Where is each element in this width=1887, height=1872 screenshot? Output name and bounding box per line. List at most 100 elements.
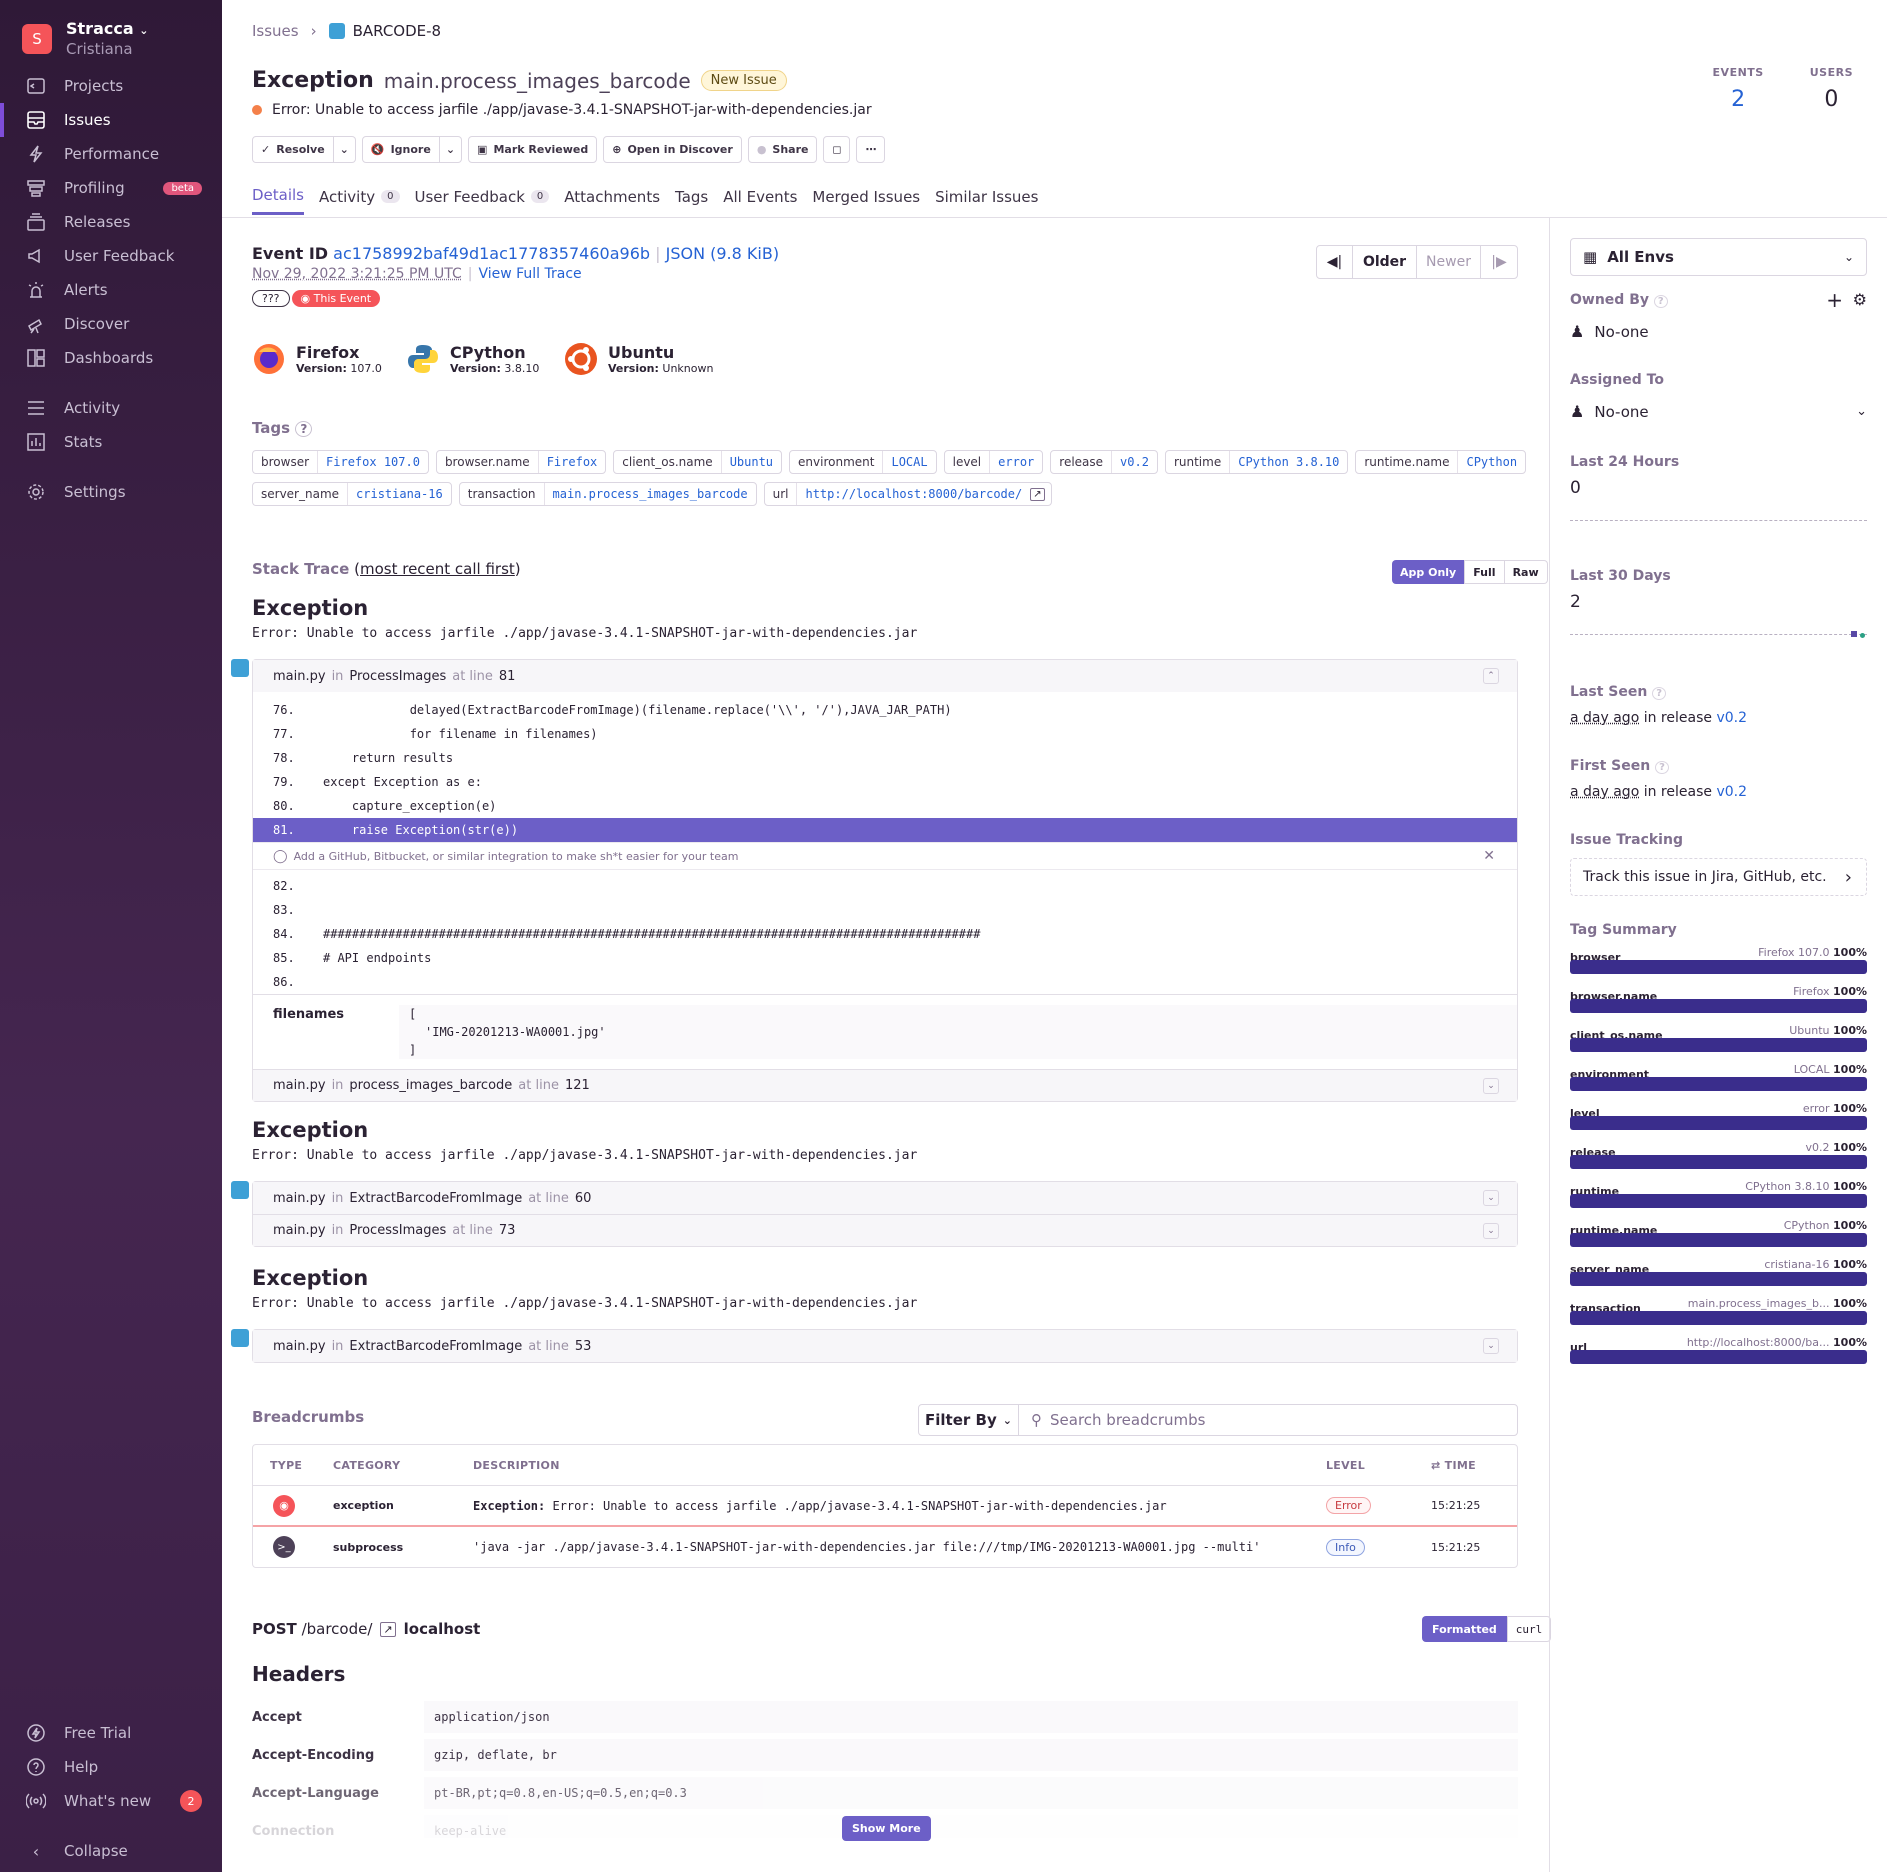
help-icon[interactable]: ? xyxy=(1653,295,1668,308)
share-button[interactable]: ● Share xyxy=(747,136,818,163)
tag-pill[interactable]: client_os.name Ubuntu xyxy=(613,450,783,474)
sidebar-item-alerts[interactable]: Alerts xyxy=(0,273,222,307)
tag-pill[interactable]: server_name cristiana-16 xyxy=(252,482,452,506)
show-more-button[interactable]: Show More xyxy=(842,1816,931,1841)
sidebar-item-issues[interactable]: Issues xyxy=(0,103,222,137)
tag-summary-row[interactable]: browser Firefox 107.0 100% xyxy=(1570,946,1867,980)
close-icon[interactable]: ✕ xyxy=(1483,848,1495,864)
subscribe-button[interactable]: ◻ xyxy=(823,136,851,163)
external-link-icon[interactable]: ↗ xyxy=(380,1621,396,1637)
tag-summary-row[interactable]: runtime CPython 3.8.10 100% xyxy=(1570,1180,1867,1214)
open-discover-button[interactable]: ⊕ Open in Discover xyxy=(603,136,742,163)
stacktrace-subtitle[interactable]: most recent call first xyxy=(359,560,515,578)
tag-pill[interactable]: runtime.name CPython xyxy=(1355,450,1527,474)
breadcrumb-issues[interactable]: Issues xyxy=(252,22,299,40)
sidebar-item-projects[interactable]: Projects xyxy=(0,69,222,103)
tag-value[interactable]: error xyxy=(998,455,1035,469)
ignore-button[interactable]: 🔇 Ignore xyxy=(361,136,440,163)
external-link-icon[interactable]: ↗ xyxy=(1030,487,1045,501)
json-link[interactable]: JSON (9.8 KiB) xyxy=(665,244,780,263)
assignee-selector[interactable]: ♟ No-one ⌄ xyxy=(1570,402,1867,421)
frame-header[interactable]: main.py in ExtractBarcodeFromImage at line 5… xyxy=(253,1330,1517,1362)
tag-value[interactable]: LOCAL xyxy=(891,455,928,469)
tag-summary-row[interactable]: environment LOCAL 100% xyxy=(1570,1063,1867,1097)
tag-value[interactable]: http://localhost:8000/barcode/ xyxy=(805,487,1023,501)
tag-summary-row[interactable]: client_os.name Ubuntu 100% xyxy=(1570,1024,1867,1058)
tag-pill[interactable]: release v0.2 xyxy=(1050,450,1158,474)
sidebar-item-settings[interactable]: Settings xyxy=(0,475,222,509)
gear-icon[interactable]: ⚙ xyxy=(1852,290,1867,309)
environment-selector[interactable]: ▦ All Envs ⌄ xyxy=(1570,238,1867,276)
filter-by-dropdown[interactable]: Filter By ⌄ xyxy=(919,1405,1019,1435)
tab-user-feedback[interactable]: User Feedback 0 xyxy=(415,186,550,215)
help-icon[interactable]: ? xyxy=(295,421,313,437)
events-count[interactable]: 2 xyxy=(1731,87,1746,112)
newest-button[interactable]: |▶ xyxy=(1481,246,1517,278)
tab-merged-issues[interactable]: Merged Issues xyxy=(812,186,920,215)
help-icon[interactable]: ? xyxy=(1655,761,1669,774)
sidebar-item-dashboards[interactable]: Dashboards xyxy=(0,341,222,375)
tag-summary-row[interactable]: runtime.name CPython 100% xyxy=(1570,1219,1867,1253)
oldest-button[interactable]: ◀| xyxy=(1317,246,1353,278)
tab-all-events[interactable]: All Events xyxy=(723,186,797,215)
tag-pill[interactable]: environment LOCAL xyxy=(789,450,937,474)
tag-summary-row[interactable]: browser.name Firefox 100% xyxy=(1570,985,1867,1019)
tag-summary-row[interactable]: release v0.2 100% xyxy=(1570,1141,1867,1175)
chevron-down-icon[interactable]: ⌄ xyxy=(1483,1190,1499,1206)
tag-pill[interactable]: transaction main.process_images_barcode xyxy=(458,482,757,506)
tag-summary-row[interactable]: transaction main.process_images_b... 100% xyxy=(1570,1297,1867,1331)
tab-tags[interactable]: Tags xyxy=(675,186,708,215)
tab-attachments[interactable]: Attachments xyxy=(564,186,660,215)
org-switcher[interactable]: S Stracca ⌄ Cristiana xyxy=(22,20,148,58)
sidebar-item-free-trial[interactable]: Free Trial xyxy=(0,1716,222,1750)
tag-summary-row[interactable]: server_name cristiana-16 100% xyxy=(1570,1258,1867,1292)
mark-reviewed-button[interactable]: ▣ Mark Reviewed xyxy=(468,136,598,163)
tag-value[interactable]: CPython xyxy=(1466,455,1518,469)
sidebar-item-stats[interactable]: Stats xyxy=(0,425,222,459)
tag-value[interactable]: cristiana-16 xyxy=(356,487,443,501)
newer-button[interactable]: Newer xyxy=(1417,246,1481,278)
resolve-button[interactable]: ✓ Resolve xyxy=(252,136,334,163)
frame-header[interactable]: main.py in process_images_barcode at line 12… xyxy=(253,1069,1517,1101)
tag-pill[interactable]: level error xyxy=(943,450,1044,474)
frame-header[interactable]: main.py in ProcessImages at line 81 ⌃ xyxy=(253,660,1517,692)
release-link[interactable]: v0.2 xyxy=(1716,784,1747,800)
tab-similar-issues[interactable]: Similar Issues xyxy=(935,186,1038,215)
formatted-button[interactable]: Formatted xyxy=(1422,1616,1507,1642)
sidebar-item-activity[interactable]: Activity xyxy=(0,391,222,425)
view-trace-link[interactable]: View Full Trace xyxy=(478,266,582,282)
sidebar-item-profiling[interactable]: Profiling beta xyxy=(0,171,222,205)
resolve-dropdown[interactable]: ⌄ xyxy=(333,136,356,163)
tag-pill[interactable]: url http://localhost:8000/barcode/ ↗ xyxy=(763,482,1052,506)
older-button[interactable]: Older xyxy=(1353,246,1417,278)
sidebar-item-releases[interactable]: Releases xyxy=(0,205,222,239)
tab-details[interactable]: Details xyxy=(252,186,305,215)
frame-header[interactable]: main.py in ProcessImages at line 73 ⌄ xyxy=(253,1214,1517,1246)
raw-button[interactable]: Raw xyxy=(1504,560,1548,584)
app-only-button[interactable]: App Only xyxy=(1392,560,1465,584)
tag-summary-row[interactable]: level error 100% xyxy=(1570,1102,1867,1136)
chevron-up-icon[interactable]: ⌃ xyxy=(1483,668,1499,684)
full-button[interactable]: Full xyxy=(1464,560,1505,584)
sidebar-item-performance[interactable]: Performance xyxy=(0,137,222,171)
curl-button[interactable]: curl xyxy=(1506,1616,1552,1642)
tag-value[interactable]: v0.2 xyxy=(1120,455,1149,469)
sidebar-collapse[interactable]: ‹ Collapse xyxy=(0,1834,222,1868)
tag-pill[interactable]: runtime CPython 3.8.10 xyxy=(1164,450,1349,474)
ignore-dropdown[interactable]: ⌄ xyxy=(439,136,463,163)
frame-header[interactable]: main.py in ExtractBarcodeFromImage at line 6… xyxy=(253,1182,1517,1214)
chevron-down-icon[interactable]: ⌄ xyxy=(1483,1338,1499,1354)
release-link[interactable]: v0.2 xyxy=(1716,710,1747,726)
chevron-down-icon[interactable]: ⌄ xyxy=(1483,1077,1499,1094)
help-icon[interactable]: ? xyxy=(1652,687,1666,700)
sidebar-item-whats-new[interactable]: What's new 2 xyxy=(0,1784,222,1818)
add-icon[interactable]: + xyxy=(1826,288,1843,312)
tag-pill[interactable]: browser.name Firefox xyxy=(435,450,607,474)
tag-value[interactable]: Ubuntu xyxy=(729,455,774,469)
tag-pill[interactable]: browser Firefox 107.0 xyxy=(252,450,429,474)
sidebar-item-help[interactable]: Help xyxy=(0,1750,222,1784)
sidebar-item-user-feedback[interactable]: User Feedback xyxy=(0,239,222,273)
tag-summary-row[interactable]: url http://localhost:8000/ba... 100% xyxy=(1570,1336,1867,1370)
search-breadcrumbs-input[interactable]: ⚲ Search breadcrumbs xyxy=(1019,1405,1517,1435)
track-issue-button[interactable]: Track this issue in Jira, GitHub, etc. › xyxy=(1570,858,1867,896)
